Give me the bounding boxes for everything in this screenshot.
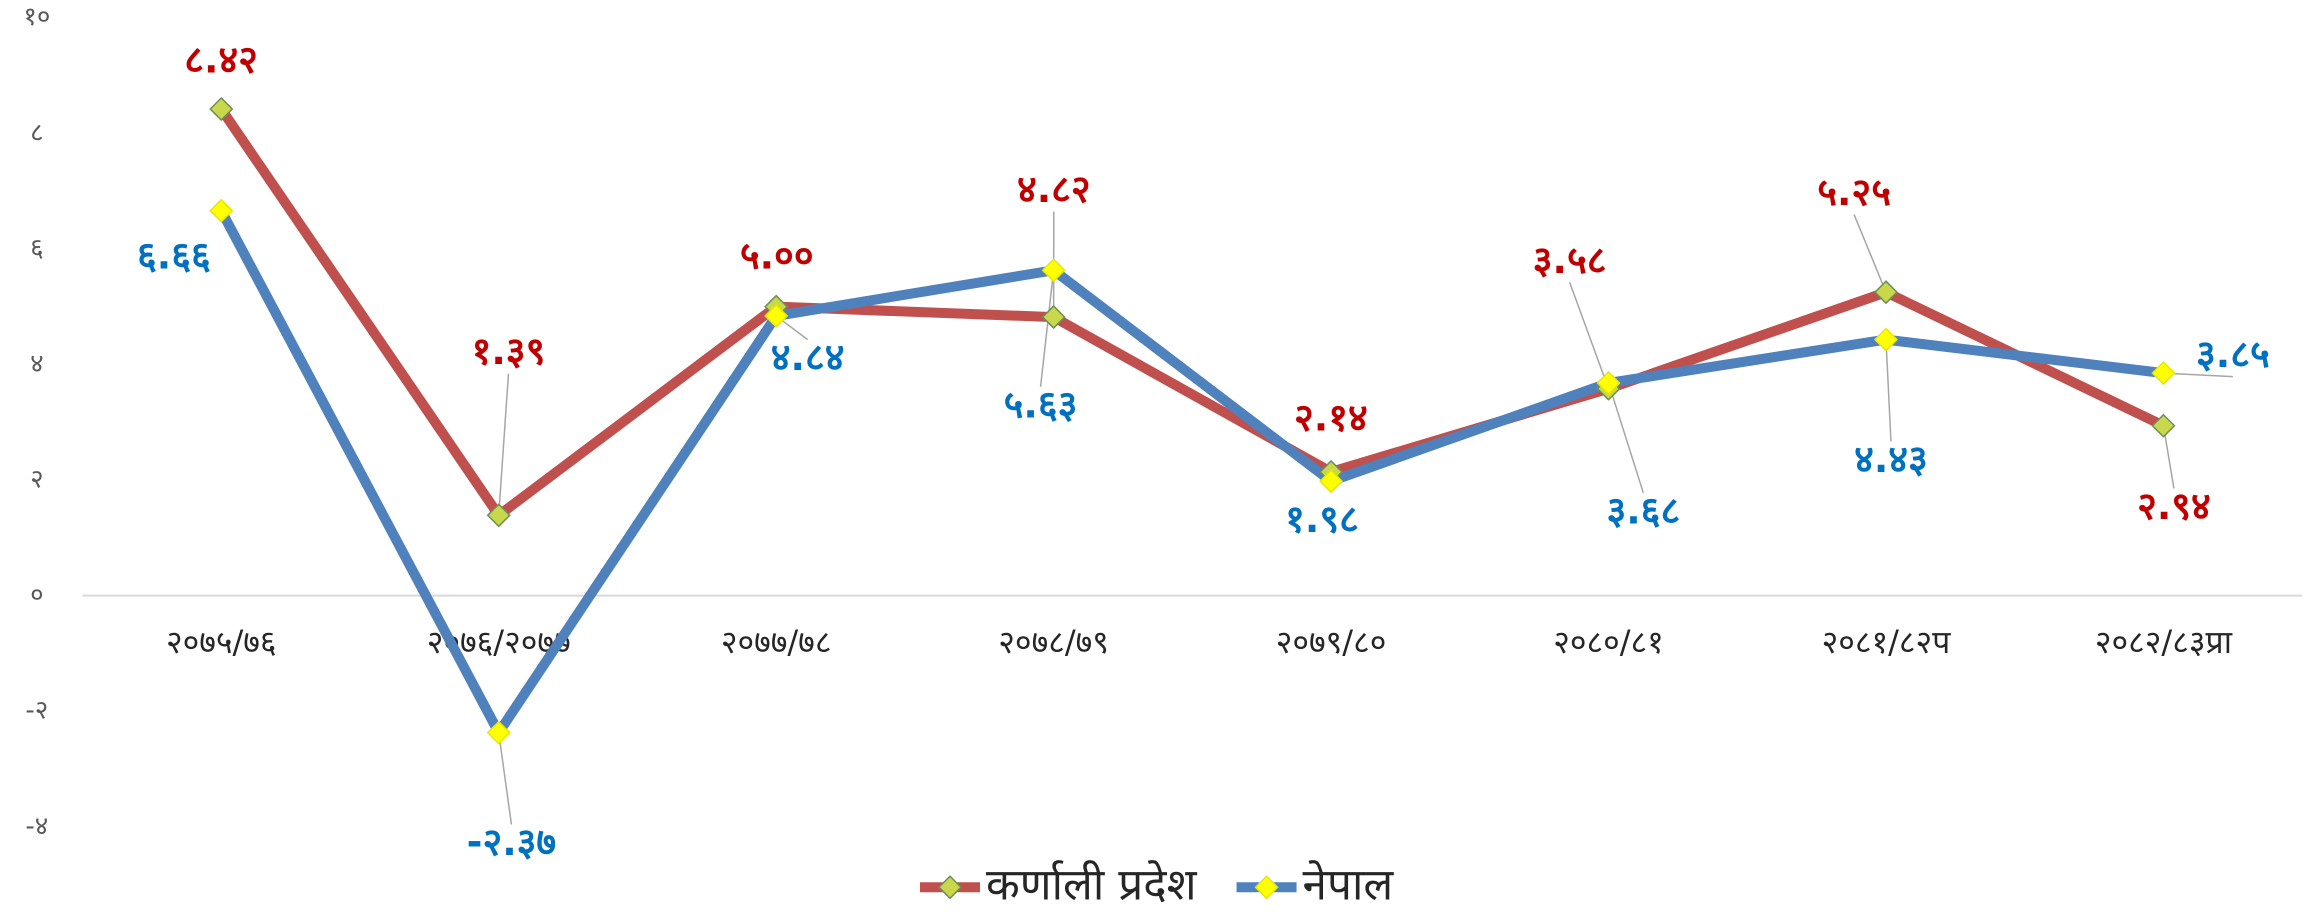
data-label: ४.८४ <box>771 335 845 379</box>
data-label: ४.४३ <box>1854 437 1928 481</box>
data-label: ३.६८ <box>1606 488 1680 532</box>
marker <box>209 198 234 223</box>
series-line <box>217 106 2166 521</box>
legend-label: नेपाल <box>1303 859 1395 910</box>
marker <box>1596 370 1621 396</box>
data-label: २.९४ <box>2137 484 2211 528</box>
y-tick-label: -४ <box>25 811 48 841</box>
legend-marker <box>937 875 963 900</box>
data-label: २.१४ <box>1294 396 1368 440</box>
data-label: ५.२५ <box>1817 170 1891 214</box>
leader-line <box>1607 382 1645 494</box>
data-label: ३.८५ <box>2196 332 2270 376</box>
marker <box>764 303 789 328</box>
x-tick-label: २०८१/८२प <box>1822 623 1952 661</box>
data-label: ३.५८ <box>1533 238 1607 282</box>
y-tick-label: ८ <box>30 118 44 148</box>
marker <box>486 720 511 745</box>
leader-line <box>497 732 513 825</box>
marker <box>2151 413 2176 438</box>
data-label: १.९८ <box>1285 497 1359 541</box>
series-line <box>216 208 2165 738</box>
leader-line <box>497 373 510 516</box>
marker <box>1041 305 1066 330</box>
marker <box>209 96 234 122</box>
marker <box>1319 469 1344 494</box>
x-tick-label: २०७७/७८ <box>721 623 832 661</box>
marker <box>2151 361 2176 386</box>
y-tick-label: ४ <box>30 349 44 379</box>
y-tick-label: ६ <box>30 233 44 263</box>
leader-line <box>1568 282 1610 389</box>
leader-line <box>2162 425 2175 489</box>
x-tick-label: २०८२/८३प्रा <box>2095 623 2233 661</box>
leader-line <box>1885 339 1892 442</box>
y-tick-label: १० <box>23 2 50 32</box>
x-tick-label: २०८०/८१ <box>1553 623 1664 661</box>
legend-marker <box>1254 875 1279 900</box>
leader-line <box>1039 270 1055 387</box>
data-label: ५.६३ <box>1004 382 1078 426</box>
marker <box>1873 327 1899 352</box>
data-label: ६.६६ <box>137 233 211 277</box>
data-label: ८.४२ <box>184 37 258 81</box>
legend-label: कर्णाली प्रदेश <box>986 859 1198 910</box>
data-label: ५.०० <box>740 233 814 277</box>
y-tick-label: २ <box>30 465 44 495</box>
marker <box>1873 280 1899 305</box>
x-tick-label: २०७८/७९ <box>998 623 1109 661</box>
leader-line <box>1853 214 1887 293</box>
x-tick-label: २०७९/८० <box>1276 623 1387 661</box>
data-label: १.३९ <box>472 329 546 373</box>
y-tick-label: ० <box>30 580 44 610</box>
marker <box>1041 258 1066 283</box>
data-label: -२.३७ <box>467 820 557 864</box>
x-tick-label: २०७५/७६ <box>166 623 277 661</box>
data-label: ४.८२ <box>1017 167 1091 211</box>
leader-line <box>2163 372 2233 378</box>
marker <box>486 503 511 528</box>
y-tick-label: -२ <box>25 696 48 726</box>
